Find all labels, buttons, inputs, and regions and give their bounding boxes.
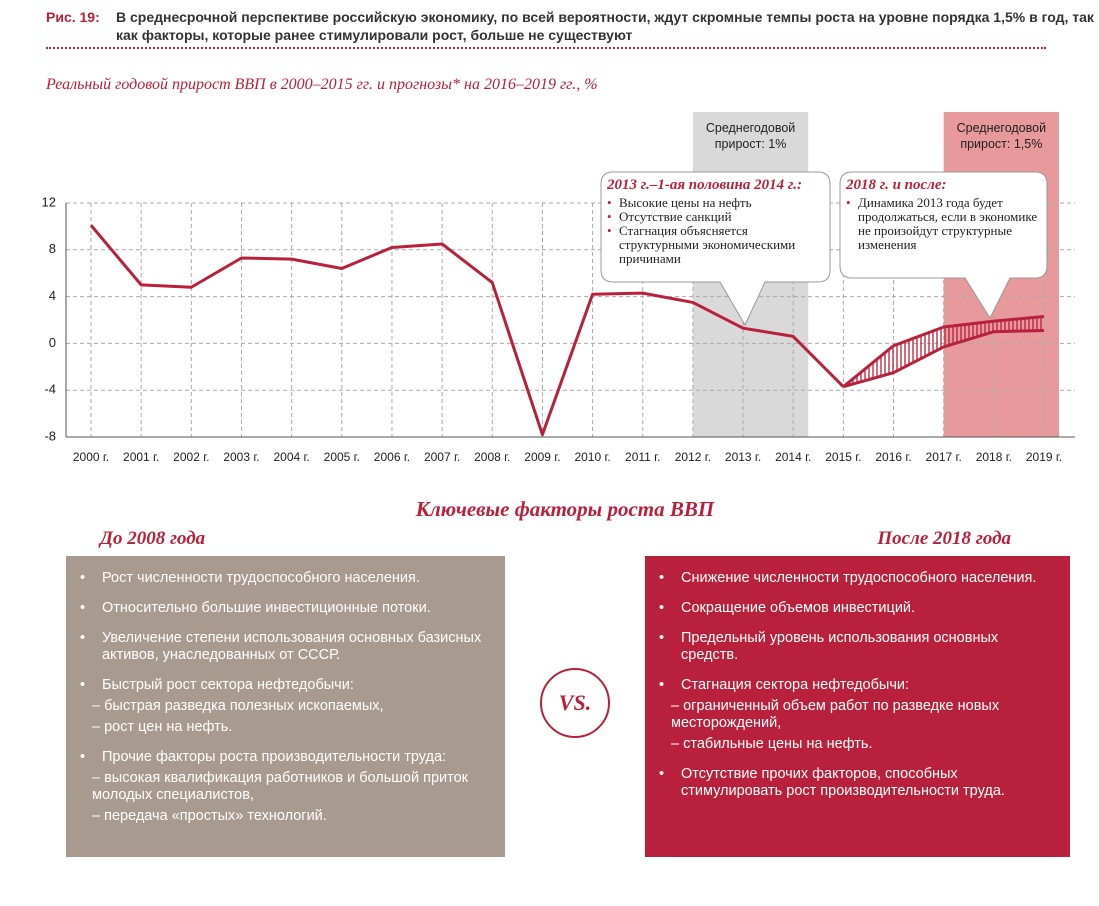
panel-subitem: – быстрая разведка полезных ископаемых, — [92, 698, 384, 714]
callout-title: 2018 г. и после: — [846, 177, 947, 193]
callout-point: Отсутствие санкций — [607, 210, 822, 225]
callout-point: Высокие цены на нефть — [607, 196, 822, 211]
panel-item: Предельный уровень использования основны… — [659, 630, 1050, 664]
callout-list: Динамика 2013 года будет продолжаться, е… — [846, 196, 1039, 252]
panel-item: Отсутствие прочих факторов, способных ст… — [659, 766, 1050, 800]
panel-item-text: Рост численности трудоспособного населен… — [102, 570, 420, 586]
caption-text: В среднесрочной перспективе российскую э… — [116, 9, 1094, 43]
panel-item-text: Предельный уровень использования основны… — [681, 630, 999, 663]
panel-subitem: – стабильные цены на нефть. — [671, 736, 873, 752]
left-panel: Рост численности трудоспособного населен… — [66, 556, 505, 857]
series-line — [89, 224, 845, 437]
panel-item: Снижение численности трудоспособного нас… — [659, 570, 1050, 587]
panel-item: Прочие факторы роста производительности … — [80, 749, 485, 825]
panel-item: Быстрый рост сектора нефтедобычи: – быстр… — [80, 677, 485, 736]
x-tick-label: 2012 г. — [675, 450, 711, 464]
x-tick-label: 2003 г. — [223, 450, 259, 464]
x-tick-label: 2000 г. — [73, 450, 109, 464]
x-tick-label: 2016 г. — [875, 450, 911, 464]
panel-item: Сокращение объемов инвестиций. — [659, 600, 1050, 617]
x-tick-label: 2004 г. — [273, 450, 309, 464]
forecast-range — [843, 316, 1044, 387]
figure-caption: Рис. 19: В среднесрочной перспективе росс… — [46, 8, 1099, 44]
panel-item-text: Отсутствие прочих факторов, способных ст… — [681, 766, 1005, 799]
x-tick-label: 2015 г. — [825, 450, 861, 464]
x-tick-label: 2010 г. — [574, 450, 610, 464]
right-heading: После 2018 года — [877, 528, 1011, 549]
left-heading: До 2008 года — [100, 528, 206, 549]
callout: 2013 г.–1-ая половина 2014 г.: Высокие це… — [607, 178, 822, 266]
band-label: Среднегодовой прирост: 1% — [705, 121, 796, 151]
vs-badge: VS. — [540, 668, 610, 738]
x-tick-label: 2011 г. — [625, 450, 660, 464]
x-tick-label: 2018 г. — [976, 450, 1012, 464]
x-tick-label: 2001 г. — [123, 450, 159, 464]
x-tick-label: 2014 г. — [775, 450, 811, 464]
x-tick-label: 2005 г. — [324, 450, 360, 464]
y-tick-label: 4 — [49, 288, 56, 303]
x-tick-label: 2008 г. — [474, 450, 510, 464]
panel-item-text: Относительно большие инвестиционные пото… — [102, 600, 431, 616]
y-tick-label: 8 — [49, 241, 56, 256]
panel-item: Стагнация сектора нефтедобычи: – ограниче… — [659, 677, 1050, 753]
panel-item: Рост численности трудоспособного населен… — [80, 570, 485, 587]
callout-point: Динамика 2013 года будет продолжаться, е… — [846, 196, 1039, 252]
panel-subitem: – ограниченный объем работ по разведке н… — [671, 698, 1000, 731]
x-tick-label: 2002 г. — [173, 450, 209, 464]
x-tick-label: 2017 г. — [926, 450, 962, 464]
panel-subitem: – передача «простых» технологий. — [92, 808, 327, 824]
panel-item-text: Стагнация сектора нефтедобычи: — [681, 677, 910, 693]
x-tick-label: 2019 г. — [1026, 450, 1062, 464]
band-label: Среднегодовой прирост: 1,5% — [956, 121, 1047, 151]
y-tick-label: -8 — [44, 428, 56, 443]
y-tick-label: -4 — [44, 382, 56, 397]
chart-title: Реальный годовой прирост ВВП в 2000–2015… — [46, 76, 598, 93]
series-line — [842, 314, 1045, 388]
callout: 2018 г. и после: Динамика 2013 года будет… — [846, 178, 1039, 252]
panel-subitem: – рост цен на нефть. — [92, 719, 233, 735]
callout-list: Высокие цены на нефтьОтсутствие санкцийС… — [607, 196, 822, 266]
x-tick-label: 2009 г. — [524, 450, 560, 464]
figure-label: Рис. 19: — [46, 9, 100, 25]
y-tick-label: 0 — [49, 335, 56, 350]
comparison-title: Ключевые факторы роста ВВП — [415, 497, 715, 521]
series-line — [842, 329, 1045, 389]
panel-item-text: Прочие факторы роста производительности … — [102, 749, 447, 765]
panel-item-text: Увеличение степени использования основны… — [102, 630, 482, 663]
x-tick-label: 2013 г. — [725, 450, 761, 464]
callout-title: 2013 г.–1-ая половина 2014 г.: — [607, 177, 802, 193]
panel-subitem: – высокая квалификация работников и боль… — [92, 770, 469, 803]
x-tick-label: 2006 г. — [374, 450, 410, 464]
panel-item: Увеличение степени использования основны… — [80, 630, 485, 664]
panel-item-text: Быстрый рост сектора нефтедобычи: — [102, 677, 354, 693]
callout-point: Стагнация объясняется структурными эконо… — [607, 224, 822, 266]
panel-item: Относительно большие инвестиционные пото… — [80, 600, 485, 617]
right-panel: Снижение численности трудоспособного нас… — [645, 556, 1070, 857]
panel-item-text: Сокращение объемов инвестиций. — [681, 600, 916, 616]
panel-item-text: Снижение численности трудоспособного нас… — [681, 570, 1037, 586]
x-tick-label: 2007 г. — [424, 450, 460, 464]
divider — [46, 47, 1046, 49]
y-tick-label: 12 — [42, 194, 56, 209]
